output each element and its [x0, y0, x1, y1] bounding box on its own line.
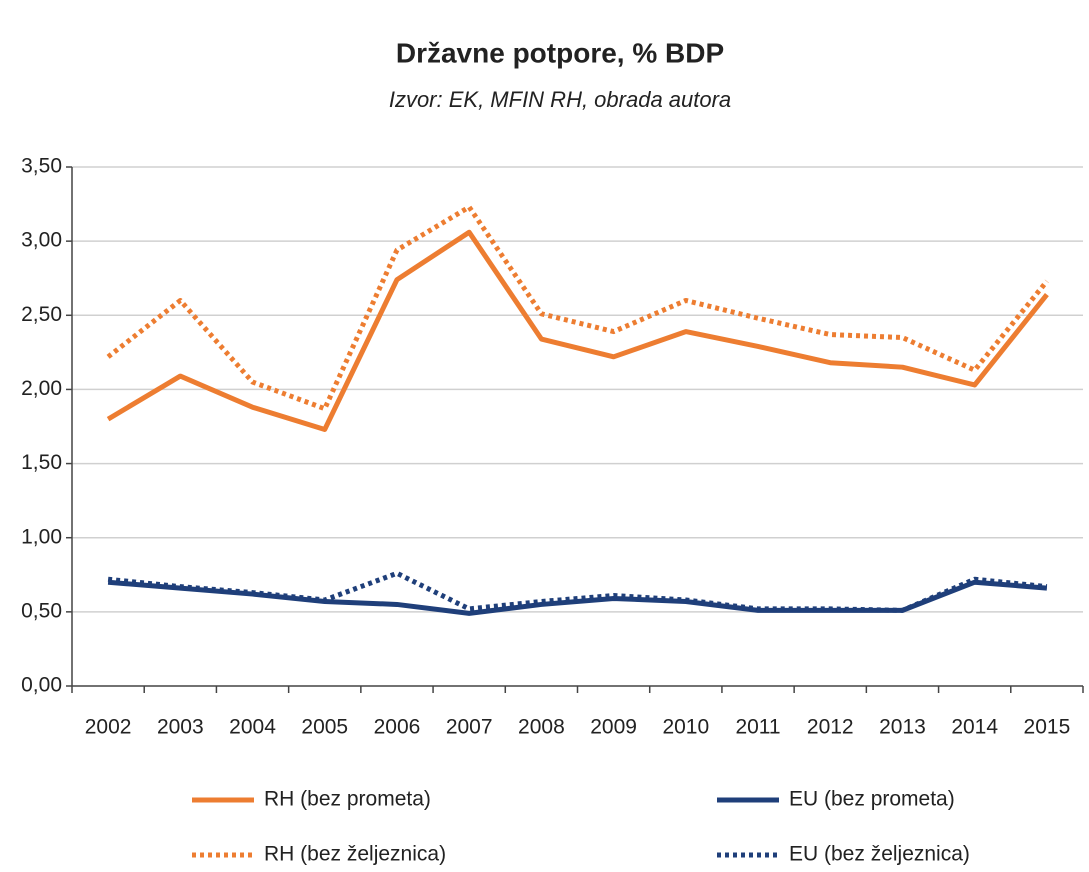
y-tick-label: 3,00: [21, 229, 62, 252]
x-tick-label: 2005: [301, 716, 348, 739]
x-tick-label: 2015: [1024, 716, 1071, 739]
chart-title: Državne potpore, % BDP: [396, 37, 724, 68]
legend-label: RH (bez prometa): [264, 788, 431, 811]
x-tick-label: 2009: [590, 716, 637, 739]
x-tick-label: 2008: [518, 716, 565, 739]
series-line: [107, 570, 1048, 613]
x-tick-label: 2007: [446, 716, 493, 739]
series-line: [107, 579, 1048, 616]
series-line: [106, 229, 1049, 432]
legend-label: EU (bez prometa): [789, 788, 955, 811]
x-tick-label: 2013: [879, 716, 926, 739]
x-tick-label: 2011: [735, 716, 780, 739]
x-tick-label: 2004: [229, 716, 276, 739]
y-tick-label: 3,50: [21, 155, 62, 178]
x-tick-label: 2012: [807, 716, 854, 739]
x-tick-label: 2010: [662, 716, 709, 739]
legend-label: EU (bez željeznica): [789, 843, 970, 866]
series-line: [106, 204, 1049, 412]
y-tick-label: 1,50: [21, 451, 62, 474]
y-tick-label: 2,00: [21, 377, 62, 400]
x-tick-label: 2014: [951, 716, 998, 739]
x-tick-label: 2006: [374, 716, 421, 739]
legend-label: RH (bez željeznica): [264, 843, 446, 866]
chart-subtitle: Izvor: EK, MFIN RH, obrada autora: [389, 87, 731, 112]
y-tick-label: 0,00: [21, 674, 62, 697]
y-tick-label: 1,00: [21, 525, 62, 548]
y-tick-label: 2,50: [21, 303, 62, 326]
x-tick-label: 2003: [157, 716, 204, 739]
y-tick-label: 0,50: [21, 599, 62, 622]
x-tick-label: 2002: [85, 716, 132, 739]
